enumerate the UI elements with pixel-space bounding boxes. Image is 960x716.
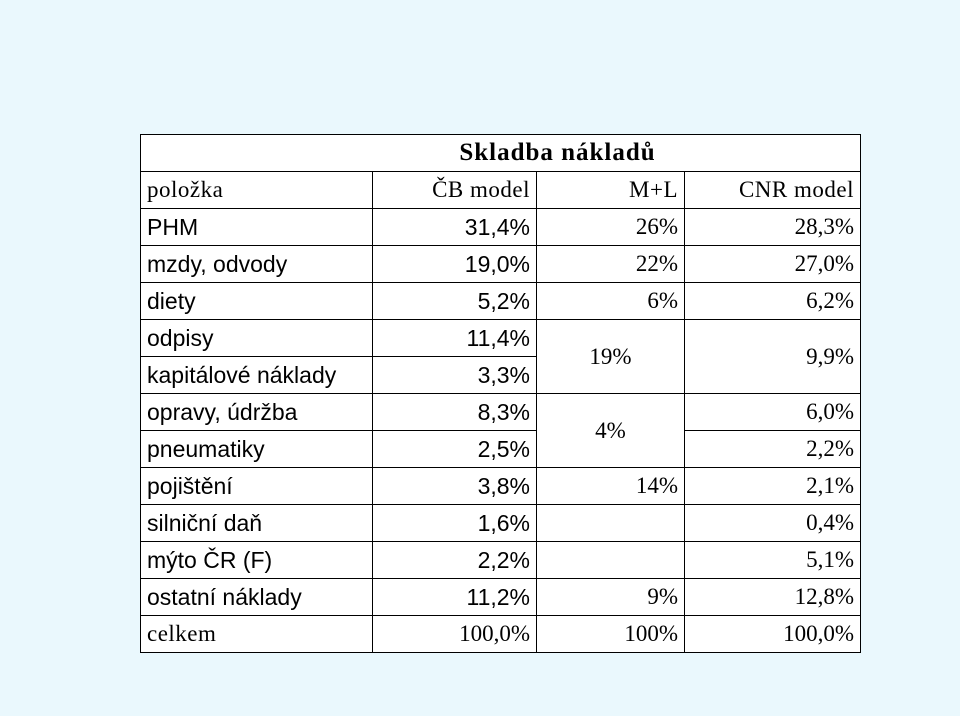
row-label: mýto ČR (F): [140, 541, 373, 579]
cnr-value: 27,0%: [684, 245, 861, 283]
title-row: Skladba nákladů: [140, 134, 861, 172]
ml-value-merged: 19%: [536, 319, 685, 394]
row-label: PHM: [140, 208, 373, 246]
cb-value: 8,3%: [372, 393, 537, 431]
cb-value: 11,4%: [372, 319, 537, 357]
cnr-value: 6,2%: [684, 282, 861, 320]
cnr-value: 12,8%: [684, 578, 861, 616]
row-label: opravy, údržba: [140, 393, 373, 431]
cnr-value-merged: 9,9%: [684, 319, 861, 394]
row-label: pneumatiky: [140, 430, 373, 468]
table-row: silniční daň 1,6% 0,4%: [140, 504, 861, 542]
cb-value: 31,4%: [372, 208, 537, 246]
header-item: položka: [140, 171, 373, 209]
cnr-value: 2,2%: [684, 430, 861, 468]
cb-value: 3,8%: [372, 467, 537, 505]
total-cnr-value: 100,0%: [684, 615, 861, 653]
ml-value: 14%: [536, 467, 685, 505]
cb-value: 2,2%: [372, 541, 537, 579]
header-cb-model: ČB model: [372, 171, 537, 209]
cost-structure-table: Skladba nákladů položka ČB model M+L CNR…: [140, 134, 861, 653]
cb-value: 19,0%: [372, 245, 537, 283]
total-ml-value: 100%: [536, 615, 685, 653]
cnr-value: 2,1%: [684, 467, 861, 505]
header-cnr-model: CNR model: [684, 171, 861, 209]
total-cb-value: 100,0%: [372, 615, 537, 653]
row-label: kapitálové náklady: [140, 356, 373, 394]
ml-value: 6%: [536, 282, 685, 320]
cb-value: 3,3%: [372, 356, 537, 394]
cnr-value: 6,0%: [684, 393, 861, 431]
cnr-value: 5,1%: [684, 541, 861, 579]
ml-value: 26%: [536, 208, 685, 246]
table-row: ostatní náklady 11,2% 9% 12,8%: [140, 578, 861, 616]
table-row: PHM 31,4% 26% 28,3%: [140, 208, 861, 246]
row-label: odpisy: [140, 319, 373, 357]
ml-value: [536, 504, 685, 542]
table-row: odpisy 11,4% 19% 9,9%: [140, 319, 861, 394]
table-row: kapitálové náklady 3,3%: [140, 356, 861, 394]
row-label: ostatní náklady: [140, 578, 373, 616]
table-row: opravy, údržba 8,3% 4% 6,0%: [140, 393, 861, 468]
table-row: mzdy, odvody 19,0% 22% 27,0%: [140, 245, 861, 283]
ml-value: [536, 541, 685, 579]
table-title: Skladba nákladů: [140, 134, 861, 172]
table-row: pneumatiky 2,5% 2,2%: [140, 430, 861, 468]
cb-value: 11,2%: [372, 578, 537, 616]
row-label: pojištění: [140, 467, 373, 505]
header-row: položka ČB model M+L CNR model: [140, 171, 861, 209]
cnr-value: 28,3%: [684, 208, 861, 246]
row-label: silniční daň: [140, 504, 373, 542]
table-row: pojištění 3,8% 14% 2,1%: [140, 467, 861, 505]
header-ml: M+L: [536, 171, 685, 209]
cb-value: 1,6%: [372, 504, 537, 542]
row-label: mzdy, odvody: [140, 245, 373, 283]
cb-value: 5,2%: [372, 282, 537, 320]
total-label: celkem: [140, 615, 373, 653]
table-row: mýto ČR (F) 2,2% 5,1%: [140, 541, 861, 579]
row-label: diety: [140, 282, 373, 320]
total-row: celkem 100,0% 100% 100,0%: [140, 615, 861, 653]
ml-value-merged: 4%: [536, 393, 685, 468]
cnr-value: 0,4%: [684, 504, 861, 542]
ml-value: 9%: [536, 578, 685, 616]
table-row: diety 5,2% 6% 6,2%: [140, 282, 861, 320]
ml-value: 22%: [536, 245, 685, 283]
cb-value: 2,5%: [372, 430, 537, 468]
